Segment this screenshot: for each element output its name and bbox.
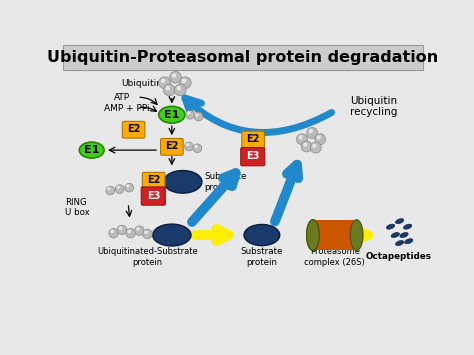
Ellipse shape	[307, 220, 319, 250]
Circle shape	[315, 134, 326, 144]
Circle shape	[174, 84, 186, 96]
Text: E2: E2	[246, 134, 260, 144]
Text: E2: E2	[147, 175, 160, 185]
Circle shape	[194, 112, 203, 121]
Circle shape	[135, 226, 144, 235]
Text: Substrate
protein: Substrate protein	[241, 247, 283, 267]
Text: Proteasome
complex (26S): Proteasome complex (26S)	[304, 247, 365, 267]
FancyBboxPatch shape	[161, 138, 183, 155]
Circle shape	[297, 134, 308, 144]
Circle shape	[118, 226, 122, 230]
Ellipse shape	[395, 241, 404, 246]
Ellipse shape	[153, 224, 191, 246]
Circle shape	[117, 186, 120, 189]
Circle shape	[186, 110, 194, 119]
FancyBboxPatch shape	[63, 45, 423, 70]
Circle shape	[126, 184, 129, 187]
FancyBboxPatch shape	[141, 187, 165, 205]
FancyBboxPatch shape	[142, 172, 165, 189]
Circle shape	[307, 127, 318, 138]
Text: Ubiquitinated-Substrate
protein: Ubiquitinated-Substrate protein	[97, 247, 198, 267]
Text: E1: E1	[84, 145, 100, 155]
Text: Ubiquitin: Ubiquitin	[121, 79, 162, 88]
Text: Ubiquitin
recycling: Ubiquitin recycling	[350, 95, 398, 117]
Text: Octapeptides: Octapeptides	[366, 252, 432, 261]
Ellipse shape	[164, 170, 202, 193]
Text: Substrate
protein: Substrate protein	[205, 172, 247, 192]
Ellipse shape	[395, 219, 404, 224]
Ellipse shape	[244, 224, 280, 246]
Circle shape	[186, 143, 189, 146]
Circle shape	[172, 73, 176, 78]
Text: E2: E2	[127, 124, 140, 134]
Text: AMP + PPi: AMP + PPi	[104, 104, 150, 114]
FancyBboxPatch shape	[241, 148, 265, 166]
Circle shape	[136, 227, 140, 231]
Text: E2: E2	[165, 142, 179, 152]
Circle shape	[161, 79, 165, 83]
Circle shape	[126, 229, 136, 238]
Text: RING
U box: RING U box	[65, 198, 90, 217]
Circle shape	[164, 84, 175, 96]
Circle shape	[110, 230, 114, 233]
Circle shape	[106, 186, 115, 195]
Circle shape	[299, 135, 302, 140]
Circle shape	[107, 187, 110, 190]
Circle shape	[128, 230, 131, 233]
Ellipse shape	[386, 224, 395, 229]
Circle shape	[187, 111, 190, 115]
Circle shape	[312, 144, 317, 148]
Ellipse shape	[79, 142, 104, 158]
Circle shape	[143, 229, 152, 239]
Text: E3: E3	[246, 151, 260, 161]
Circle shape	[317, 135, 321, 140]
Ellipse shape	[159, 106, 185, 123]
Circle shape	[184, 142, 193, 151]
Text: ATP: ATP	[114, 93, 130, 103]
Ellipse shape	[350, 220, 363, 250]
Ellipse shape	[391, 233, 400, 237]
Circle shape	[303, 143, 307, 147]
Text: E1: E1	[164, 110, 180, 120]
Circle shape	[159, 77, 170, 88]
FancyBboxPatch shape	[242, 131, 264, 148]
Circle shape	[165, 86, 170, 91]
Text: Ubiquitin-Proteasomal protein degradation: Ubiquitin-Proteasomal protein degradatio…	[47, 50, 438, 65]
Circle shape	[180, 77, 191, 88]
Circle shape	[301, 141, 312, 152]
Circle shape	[310, 142, 321, 153]
Circle shape	[115, 185, 124, 193]
Circle shape	[182, 79, 186, 83]
Circle shape	[170, 71, 182, 83]
Ellipse shape	[403, 224, 412, 229]
Text: E3: E3	[147, 191, 160, 201]
FancyBboxPatch shape	[122, 121, 145, 138]
Ellipse shape	[400, 233, 408, 237]
Circle shape	[144, 230, 148, 234]
Circle shape	[195, 113, 199, 116]
Circle shape	[309, 129, 313, 133]
Circle shape	[109, 229, 118, 238]
Circle shape	[194, 145, 198, 148]
Circle shape	[117, 225, 127, 235]
FancyBboxPatch shape	[313, 220, 356, 250]
Circle shape	[193, 144, 202, 153]
Ellipse shape	[405, 239, 413, 244]
Circle shape	[176, 86, 181, 91]
Ellipse shape	[307, 220, 319, 250]
Circle shape	[125, 183, 134, 192]
